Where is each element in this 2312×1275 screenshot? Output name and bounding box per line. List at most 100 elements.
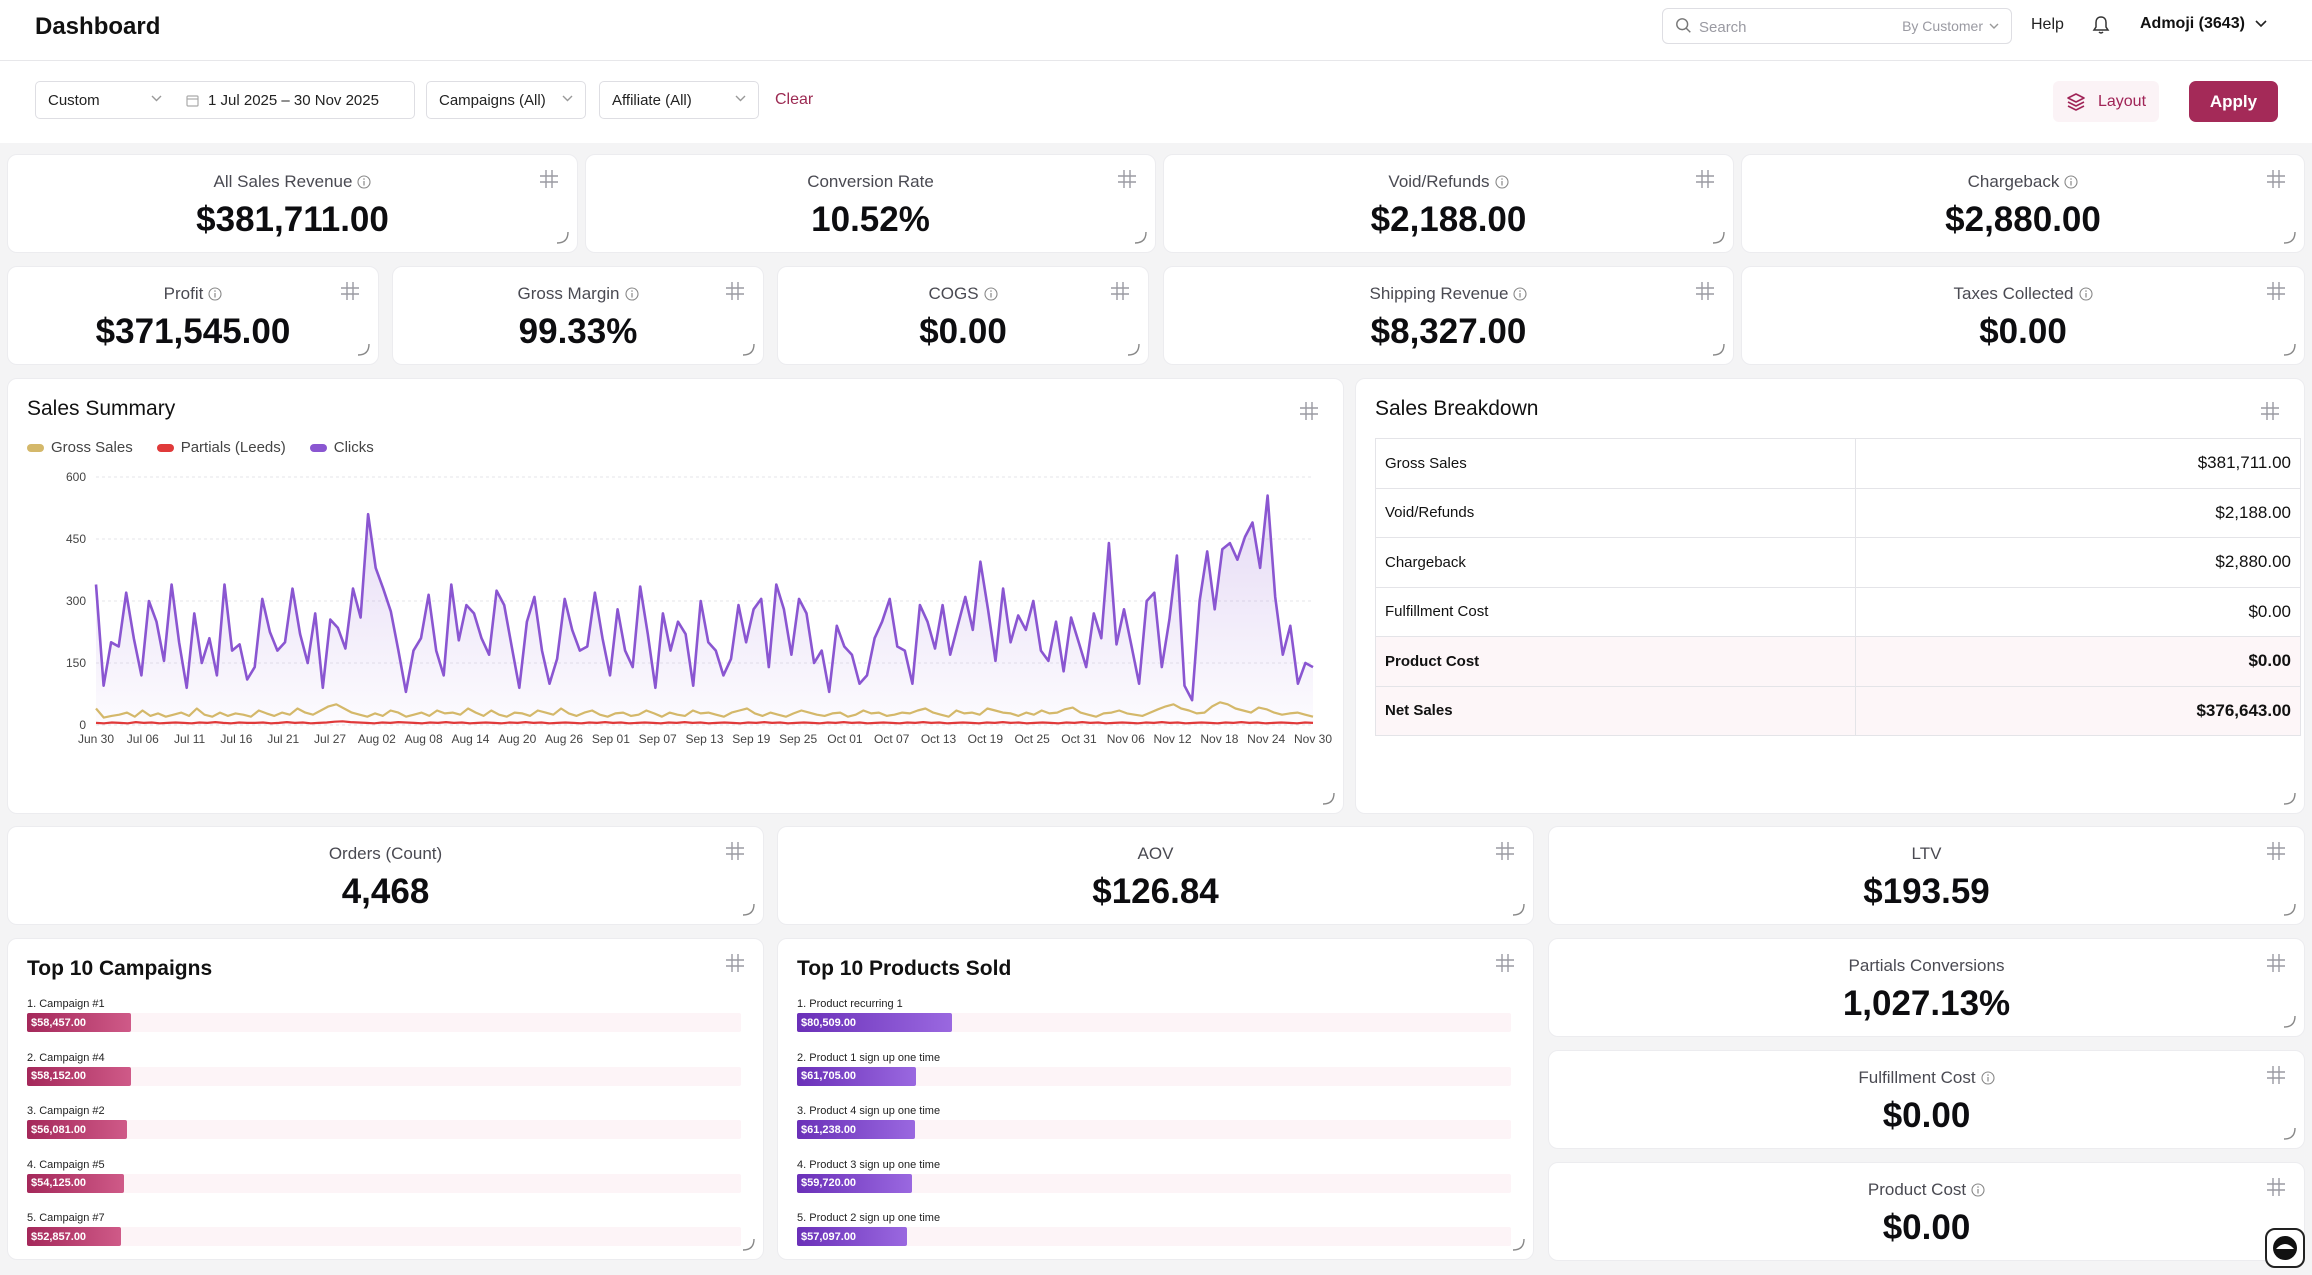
list-item[interactable]: 4. Campaign #5 $54,125.00 [27, 1158, 741, 1212]
info-icon[interactable] [2064, 175, 2078, 189]
resize-handle-icon[interactable] [1511, 902, 1525, 916]
bar-value: $57,097.00 [801, 1230, 857, 1243]
drag-grid-icon[interactable] [725, 953, 745, 973]
resize-handle-icon[interactable] [741, 902, 755, 916]
kpi-card-gross-margin: Gross Margin 99.33% [392, 266, 764, 365]
info-icon[interactable] [1513, 287, 1528, 301]
list-item[interactable]: 4. Product 3 sign up one time $59,720.00 [797, 1158, 1511, 1212]
drag-grid-icon[interactable] [2260, 401, 2280, 421]
top-campaigns-title: Top 10 Campaigns [27, 957, 213, 980]
kpi-value: 10.52% [811, 200, 930, 239]
row-label: Product Cost [1375, 636, 1856, 687]
kpi-card-cogs: COGS $0.00 [777, 266, 1149, 365]
resize-handle-icon[interactable] [2282, 902, 2296, 916]
drag-grid-icon[interactable] [2266, 281, 2286, 301]
drag-grid-icon[interactable] [725, 841, 745, 861]
drag-grid-icon[interactable] [2266, 841, 2286, 861]
resize-handle-icon[interactable] [2282, 230, 2296, 244]
clear-filters-link[interactable]: Clear [775, 91, 814, 108]
drag-grid-icon[interactable] [1495, 841, 1515, 861]
info-icon[interactable] [1495, 175, 1509, 189]
drag-grid-icon[interactable] [340, 281, 360, 301]
drag-grid-icon[interactable] [539, 169, 559, 189]
resize-handle-icon[interactable] [741, 1237, 755, 1251]
drag-grid-icon[interactable] [1495, 953, 1515, 973]
drag-grid-icon[interactable] [2266, 953, 2286, 973]
chevron-down-icon [151, 95, 162, 102]
resize-handle-icon[interactable] [1511, 1237, 1525, 1251]
apply-button[interactable]: Apply [2189, 81, 2278, 122]
kpi-value: $2,188.00 [1370, 200, 1527, 239]
resize-handle-icon[interactable] [2282, 1014, 2296, 1028]
bar-fill: $61,238.00 [797, 1120, 916, 1139]
drag-grid-icon[interactable] [2266, 169, 2286, 189]
kpi-label: All Sales Revenue [8, 172, 577, 192]
resize-handle-icon[interactable] [2282, 1126, 2296, 1140]
info-icon[interactable] [357, 175, 372, 189]
layers-icon [2067, 92, 2085, 111]
resize-handle-icon[interactable] [2282, 791, 2296, 805]
search-scope-dropdown[interactable]: By Customer [1902, 18, 1999, 34]
search-icon [1676, 18, 1691, 33]
search-box[interactable]: By Customer [1662, 8, 2012, 44]
help-link[interactable]: Help [2031, 16, 2064, 33]
list-item[interactable]: 5. Product 2 sign up one time $57,097.00 [797, 1211, 1511, 1259]
kpi-label: Orders (Count) [8, 844, 763, 864]
resize-handle-icon[interactable] [356, 342, 370, 356]
drag-grid-icon[interactable] [1695, 169, 1715, 189]
info-icon[interactable] [208, 287, 222, 301]
search-input[interactable] [1699, 17, 1879, 37]
resize-handle-icon[interactable] [555, 230, 569, 244]
calendar-icon [186, 95, 199, 107]
account-menu[interactable]: Admoji (3643) [2140, 15, 2267, 33]
list-item[interactable]: 3. Product 4 sign up one time $61,238.00 [797, 1104, 1511, 1158]
date-range-picker[interactable]: 1 Jul 2025 – 30 Nov 2025 [174, 81, 415, 119]
info-icon[interactable] [1981, 1071, 1995, 1085]
legend-item-clicks[interactable]: Clicks [309, 439, 374, 456]
table-row: Gross Sales $381,711.00 [1375, 438, 2302, 489]
x-tick-label: Oct 31 [1061, 732, 1097, 746]
drag-grid-icon[interactable] [2266, 1065, 2286, 1085]
kpi-label-text: Partials Conversions [1848, 956, 2005, 975]
info-icon[interactable] [983, 287, 998, 301]
resize-handle-icon[interactable] [741, 342, 755, 356]
affiliate-select[interactable]: Affiliate (All) [599, 81, 759, 119]
list-item[interactable]: 1. Product recurring 1 $80,509.00 [797, 997, 1511, 1051]
drag-grid-icon[interactable] [1695, 281, 1715, 301]
info-icon[interactable] [624, 287, 639, 301]
kpi-value: $371,545.00 [95, 312, 291, 351]
drag-grid-icon[interactable] [1299, 401, 1319, 421]
resize-handle-icon[interactable] [1321, 791, 1335, 805]
drag-grid-icon[interactable] [2266, 1177, 2286, 1197]
bar-value: $61,238.00 [801, 1123, 857, 1136]
list-item[interactable]: 2. Product 1 sign up one time $61,705.00 [797, 1051, 1511, 1105]
resize-handle-icon[interactable] [1711, 230, 1725, 244]
legend-item-partials[interactable]: Partials (Leeds) [156, 439, 286, 456]
kpi-label: Void/Refunds [1164, 172, 1733, 192]
resize-handle-icon[interactable] [1711, 342, 1725, 356]
drag-grid-icon[interactable] [1117, 169, 1137, 189]
resize-handle-icon[interactable] [1133, 230, 1147, 244]
campaigns-select[interactable]: Campaigns (All) [426, 81, 586, 119]
info-icon[interactable] [1971, 1183, 1985, 1197]
layout-button[interactable]: Layout [2053, 81, 2159, 122]
list-item[interactable]: 2. Campaign #4 $58,152.00 [27, 1051, 741, 1105]
x-tick-label: Nov 18 [1200, 732, 1238, 746]
legend-item-gross-sales[interactable]: Gross Sales [27, 439, 133, 456]
drag-grid-icon[interactable] [725, 281, 745, 301]
drag-grid-icon[interactable] [1110, 281, 1130, 301]
list-item[interactable]: 1. Campaign #1 $58,457.00 [27, 997, 741, 1051]
bar-value: $54,125.00 [31, 1177, 87, 1189]
bar-fill: $58,457.00 [27, 1013, 132, 1032]
info-icon[interactable] [2078, 287, 2093, 301]
kpi-card-profit: Profit $371,545.00 [7, 266, 379, 365]
resize-handle-icon[interactable] [1126, 342, 1140, 356]
period-select[interactable]: Custom [35, 81, 175, 119]
item-label: 5. Product 2 sign up one time [797, 1212, 941, 1224]
list-item[interactable]: 3. Campaign #2 $56,081.00 [27, 1104, 741, 1158]
bell-icon[interactable] [2092, 15, 2110, 35]
list-item[interactable]: 5. Campaign #7 $52,857.00 [27, 1211, 741, 1259]
kpi-label-text: Chargeback [1967, 172, 2060, 191]
chat-widget-button[interactable] [2265, 1228, 2305, 1268]
resize-handle-icon[interactable] [2282, 342, 2296, 356]
